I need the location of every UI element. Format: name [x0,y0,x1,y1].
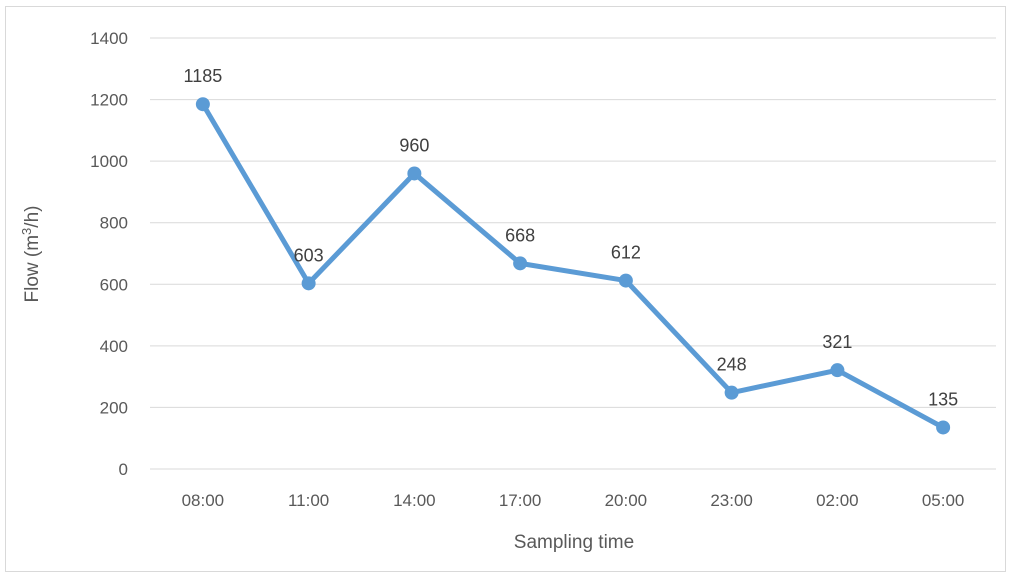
y-tick-label: 0 [119,460,128,479]
y-axis-title-sup: 3 [19,228,34,235]
y-tick-label: 600 [100,275,128,294]
x-tick-label: 23:00 [710,491,753,510]
data-label: 668 [505,225,535,245]
y-axis-title-end: /h) [22,206,43,228]
x-axis-title: Sampling time [514,532,634,553]
y-tick-label: 400 [100,337,128,356]
y-axis-title: Flow (m3/h) [19,206,43,303]
x-tick-label: 14:00 [393,491,436,510]
y-axis-title-main: Flow (m [22,235,43,303]
chart-frame [5,6,1006,572]
data-point [513,256,528,271]
data-point [618,273,633,288]
x-tick-label: 17:00 [499,491,542,510]
x-axis-ticks: 08:00 11:00 14:00 17:00 20:00 23:00 02:00 05:00 [182,491,965,510]
series-group [195,97,951,435]
data-point [195,97,210,112]
data-point [301,276,316,291]
y-tick-label: 800 [100,214,128,233]
data-label: 612 [611,243,641,263]
data-label: 603 [294,245,324,265]
data-point [407,166,422,181]
y-tick-label: 1000 [90,152,128,171]
gridlines [150,37,996,470]
data-point [936,420,951,435]
data-point [724,385,739,400]
x-tick-label: 20:00 [605,491,648,510]
y-tick-label: 1400 [90,29,128,48]
data-label: 960 [399,135,429,155]
y-axis-ticks: 0 200 400 600 800 1000 1200 1400 [90,29,128,479]
x-tick-label: 02:00 [816,491,859,510]
data-labels: 1185 603 960 668 612 248 321 135 [184,66,959,409]
series-line [200,101,946,430]
x-tick-label: 05:00 [922,491,965,510]
y-tick-label: 1200 [90,91,128,110]
data-label: 321 [822,332,852,352]
y-tick-label: 200 [100,398,128,417]
x-tick-label: 11:00 [288,491,329,510]
data-label: 248 [717,355,747,375]
data-label: 1185 [184,66,223,86]
x-tick-label: 08:00 [182,491,225,510]
data-label: 135 [928,389,958,409]
data-point [830,363,845,378]
